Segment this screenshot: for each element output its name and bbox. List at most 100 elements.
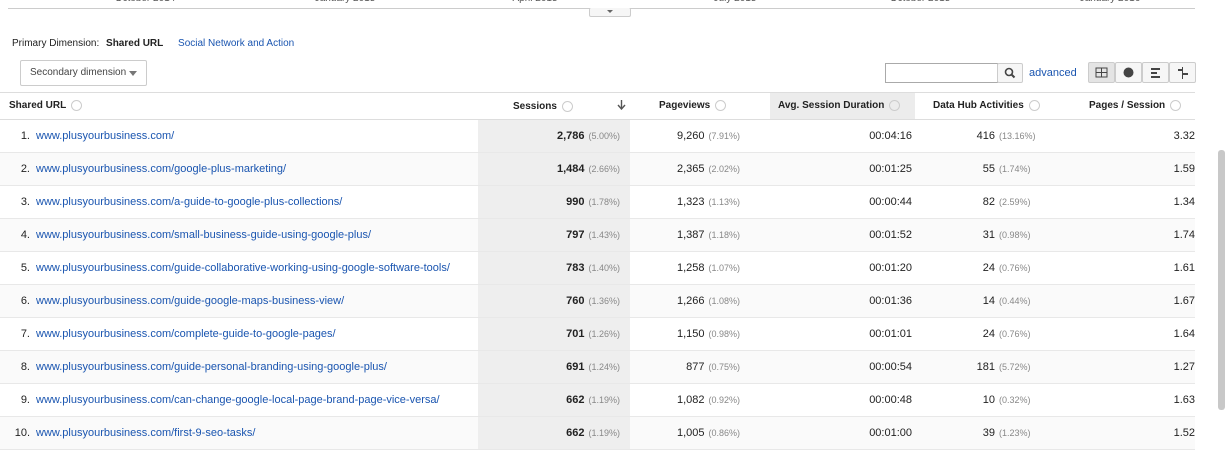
sessions-pct: (1.19%) bbox=[588, 395, 621, 405]
pageviews-value: 1,005 bbox=[676, 427, 705, 439]
datahub-cell: 24 (0.76%) bbox=[915, 317, 1076, 351]
pages-per-session-cell: 1.63 bbox=[1075, 383, 1196, 417]
datahub-cell: 416 (13.16%) bbox=[915, 119, 1076, 153]
view-performance[interactable] bbox=[1142, 62, 1169, 83]
primary-option[interactable]: Social Network and Action bbox=[178, 38, 295, 49]
column-header[interactable]: Data Hub Activities bbox=[915, 92, 1076, 120]
pageviews-value: 1,387 bbox=[676, 229, 705, 241]
row-number: 5. bbox=[0, 251, 36, 285]
pageviews-value: 1,323 bbox=[676, 196, 705, 208]
column-header[interactable]: Pages / Session bbox=[1075, 92, 1196, 120]
pages-per-session-cell: 1.74 bbox=[1075, 218, 1196, 252]
column-header[interactable]: Sessions bbox=[478, 92, 631, 120]
url-link[interactable]: www.plusyourbusiness.com/complete-guide-… bbox=[36, 328, 336, 340]
sessions-pct: (1.26%) bbox=[588, 329, 621, 339]
sessions-value: 662 bbox=[566, 427, 585, 439]
pages-per-session-cell: 1.67 bbox=[1075, 284, 1196, 318]
pageviews-pct: (0.92%) bbox=[708, 395, 741, 405]
sessions-value: 797 bbox=[566, 229, 585, 241]
datahub-wrap: 24 (0.76%) bbox=[915, 262, 1045, 274]
scrollbar[interactable] bbox=[1218, 150, 1225, 410]
pages-per-session-cell: 1.61 bbox=[1075, 251, 1196, 285]
datahub-value: 10 bbox=[982, 394, 996, 406]
url-link[interactable]: www.plusyourbusiness.com/guide-google-ma… bbox=[36, 295, 345, 307]
search-button[interactable] bbox=[997, 63, 1023, 83]
timeline-label: July 2015 bbox=[714, 0, 757, 4]
column-header[interactable]: Pageviews bbox=[630, 92, 771, 120]
sessions-value: 1,484 bbox=[556, 163, 585, 175]
datahub-value: 24 bbox=[982, 328, 996, 340]
view-comparison[interactable] bbox=[1169, 62, 1196, 83]
datahub-pct: (0.44%) bbox=[999, 296, 1031, 306]
pageviews-value: 1,266 bbox=[676, 295, 705, 307]
view-pie[interactable] bbox=[1115, 62, 1142, 83]
url-link[interactable]: www.plusyourbusiness.com/guide-collabora… bbox=[36, 262, 450, 274]
pages-per-session-cell: 1.59 bbox=[1075, 152, 1196, 186]
sessions-pct: (1.40%) bbox=[588, 263, 621, 273]
sessions-cell: 2,786 (5.00%) bbox=[478, 119, 631, 153]
view-table[interactable] bbox=[1088, 62, 1115, 83]
secondary-label: Secondary dimension bbox=[30, 67, 127, 78]
header-text: Shared URL bbox=[9, 100, 67, 112]
table-row: 7. www.plusyourbusiness.com/complete-guid… bbox=[0, 317, 1196, 351]
pageviews-cell: 1,266 (1.08%) bbox=[630, 284, 771, 318]
url-link[interactable]: www.plusyourbusiness.com/first-9-seo-tas… bbox=[36, 427, 256, 439]
url-link[interactable]: www.plusyourbusiness.com/a-guide-to-goog… bbox=[36, 196, 343, 208]
sessions-cell: 701 (1.26%) bbox=[478, 317, 631, 351]
duration-cell: 00:01:20 bbox=[770, 251, 916, 285]
pages-per-session-cell: 1.34 bbox=[1075, 185, 1196, 219]
table-row: 1. www.plusyourbusiness.com/2,786 (5.00%) 9… bbox=[0, 119, 1196, 153]
sessions-cell: 1,484 (2.66%) bbox=[478, 152, 631, 186]
sessions-pct: (5.00%) bbox=[588, 131, 621, 141]
search-box[interactable] bbox=[885, 63, 998, 83]
chart-toggle[interactable] bbox=[589, 8, 631, 17]
pageviews-pct: (7.91%) bbox=[708, 131, 741, 141]
help-icon bbox=[71, 100, 83, 112]
datahub-wrap: 24 (0.76%) bbox=[915, 328, 1045, 340]
sessions-cell: 662 (1.19%) bbox=[478, 416, 631, 450]
url-link[interactable]: www.plusyourbusiness.com/guide-personal-… bbox=[36, 361, 387, 373]
row-number: 3. bbox=[0, 185, 36, 219]
datahub-cell: 10 (0.32%) bbox=[915, 383, 1076, 417]
row-number: 4. bbox=[0, 218, 36, 252]
help-icon bbox=[561, 100, 573, 112]
advanced-link[interactable]: advanced bbox=[1029, 67, 1077, 79]
column-header[interactable]: Shared URL bbox=[0, 92, 479, 120]
url-cell: www.plusyourbusiness.com/guide-google-ma… bbox=[36, 284, 479, 318]
url-cell: www.plusyourbusiness.com/complete-guide-… bbox=[36, 317, 479, 351]
pageviews-pct: (1.13%) bbox=[708, 197, 741, 207]
url-link[interactable]: www.plusyourbusiness.com/can-change-goog… bbox=[36, 394, 440, 406]
row-number: 7. bbox=[0, 317, 36, 351]
help-icon bbox=[889, 100, 901, 112]
column-header[interactable]: Avg. Session Duration bbox=[770, 92, 916, 120]
table-row: 10. www.plusyourbusiness.com/first-9-seo-… bbox=[0, 416, 1196, 450]
sessions-pct: (1.43%) bbox=[588, 230, 621, 240]
timeline-label: October 2015 bbox=[890, 0, 951, 4]
url-link[interactable]: www.plusyourbusiness.com/google-plus-mar… bbox=[36, 163, 287, 175]
pageviews-pct: (0.86%) bbox=[708, 428, 741, 438]
data-table: Shared URL Sessions Pageviews Avg. Session … bbox=[0, 92, 1196, 450]
datahub-pct: (5.72%) bbox=[999, 362, 1031, 372]
datahub-value: 82 bbox=[982, 196, 996, 208]
url-link[interactable]: www.plusyourbusiness.com/ bbox=[36, 130, 175, 142]
pages-per-session-cell: 1.52 bbox=[1075, 416, 1196, 450]
header-text: Pageviews bbox=[659, 100, 711, 112]
datahub-pct: (0.76%) bbox=[999, 329, 1031, 339]
pageviews-cell: 1,387 (1.18%) bbox=[630, 218, 771, 252]
primary-label: Primary Dimension: bbox=[12, 38, 100, 49]
datahub-cell: 82 (2.59%) bbox=[915, 185, 1076, 219]
duration-cell: 00:00:54 bbox=[770, 350, 916, 384]
pageviews-cell: 2,365 (2.02%) bbox=[630, 152, 771, 186]
datahub-value: 14 bbox=[982, 295, 996, 307]
table-row: 4. www.plusyourbusiness.com/small-busines… bbox=[0, 218, 1196, 252]
sessions-pct: (1.19%) bbox=[588, 428, 621, 438]
datahub-cell: 31 (0.98%) bbox=[915, 218, 1076, 252]
pageviews-pct: (0.98%) bbox=[708, 329, 741, 339]
sessions-pct: (2.66%) bbox=[588, 164, 621, 174]
table-row: 9. www.plusyourbusiness.com/can-change-go… bbox=[0, 383, 1196, 417]
secondary-dimension[interactable]: Secondary dimension bbox=[20, 60, 147, 86]
url-cell: www.plusyourbusiness.com/google-plus-mar… bbox=[36, 152, 479, 186]
datahub-value: 181 bbox=[976, 361, 996, 373]
url-link[interactable]: www.plusyourbusiness.com/small-business-… bbox=[36, 229, 372, 241]
